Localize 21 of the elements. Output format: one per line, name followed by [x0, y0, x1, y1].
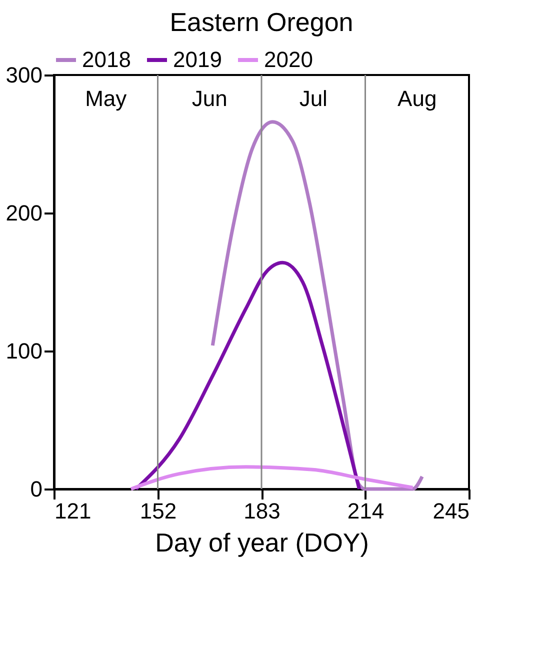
line-series: [134, 260, 361, 491]
legend-label: 2018: [82, 47, 131, 72]
x-tick-label: 214: [347, 498, 384, 524]
annotation: Aug: [398, 86, 437, 111]
legend-label: 2020: [264, 47, 313, 72]
x-tick-label: 152: [140, 498, 177, 524]
x-tick-label: 245: [432, 498, 470, 524]
line-series: [210, 120, 424, 491]
x-tick-label: 183: [244, 498, 280, 524]
x-tick-label: 121: [54, 498, 92, 524]
chart-title: Eastern Oregon: [170, 7, 354, 37]
y-tick-label: 200: [6, 200, 42, 226]
y-tick-label: 100: [6, 338, 42, 364]
line-series: [129, 465, 415, 491]
x-axis-title: Day of year (DOY): [155, 528, 369, 558]
y-tick-label: 0: [30, 476, 42, 502]
annotation: Jun: [192, 86, 228, 111]
y-tick-label: 300: [6, 62, 42, 88]
annotation: Jul: [299, 86, 328, 111]
legend-label: 2019: [173, 47, 222, 72]
annotation: May: [85, 86, 127, 111]
